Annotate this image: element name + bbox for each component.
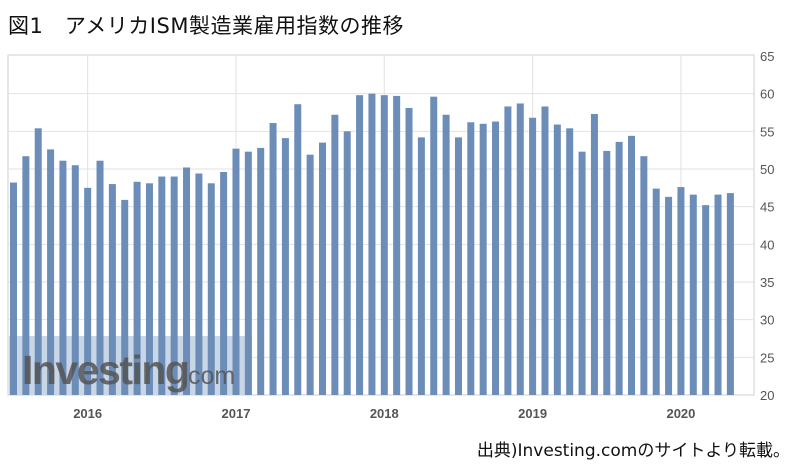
x-tick-label: 2018	[370, 406, 399, 421]
y-tick-label: 65	[760, 49, 774, 64]
bar	[47, 149, 55, 395]
bar	[232, 148, 240, 395]
bar	[380, 95, 388, 396]
bar	[368, 93, 376, 396]
y-tick-label: 35	[760, 275, 774, 290]
bar	[665, 196, 673, 395]
bar	[640, 156, 648, 395]
bar	[393, 95, 401, 396]
y-tick-label: 25	[760, 350, 774, 365]
x-tick-label: 2019	[518, 406, 547, 421]
y-tick-label: 55	[760, 124, 774, 139]
bar	[331, 114, 339, 395]
bar	[356, 95, 364, 396]
bar	[220, 172, 228, 395]
bar	[492, 121, 500, 395]
bar	[628, 135, 635, 395]
bar	[726, 193, 734, 395]
bar	[71, 165, 79, 395]
bar	[702, 205, 710, 395]
bar	[714, 194, 722, 395]
source-note: 出典)Investing.comのサイトより転載。	[476, 441, 790, 461]
bar	[689, 194, 697, 395]
y-tick-label: 30	[760, 313, 774, 328]
bar	[170, 176, 178, 395]
watermark-brand: Investing	[22, 347, 188, 393]
bar	[417, 137, 425, 396]
bar	[207, 183, 215, 395]
bar	[294, 104, 302, 396]
bar	[183, 167, 191, 395]
bar	[121, 199, 129, 395]
x-axis-ticks: 2016 2017 2018 2019 2020	[73, 406, 695, 421]
bar	[22, 156, 30, 395]
y-tick-label: 50	[760, 162, 774, 177]
bar	[529, 117, 537, 396]
bar	[603, 150, 611, 395]
bar	[479, 123, 487, 396]
bar	[405, 107, 413, 395]
y-tick-label: 45	[760, 200, 774, 215]
bar	[578, 151, 586, 395]
bar	[343, 131, 351, 395]
bar	[319, 142, 326, 395]
bar	[257, 147, 265, 395]
bar	[430, 96, 438, 396]
bar	[145, 183, 153, 395]
x-tick-label: 2017	[222, 406, 251, 421]
bar	[504, 106, 512, 395]
bar	[553, 124, 561, 396]
bar	[516, 103, 524, 396]
bar	[195, 173, 203, 395]
bar-series	[10, 93, 734, 396]
bar	[281, 138, 289, 396]
y-tick-label: 20	[760, 388, 774, 403]
bar	[108, 184, 116, 395]
bar	[454, 137, 462, 396]
bar	[244, 151, 252, 395]
bar	[615, 141, 623, 395]
bar	[566, 128, 574, 395]
figure-title: 図1 アメリカISM製造業雇用指数の推移	[8, 14, 404, 38]
watermark-suffix: .com	[181, 362, 235, 390]
bar	[306, 154, 314, 395]
bar	[10, 182, 17, 395]
bar	[133, 181, 141, 395]
bar	[541, 106, 549, 395]
bar	[677, 187, 685, 395]
y-tick-label: 60	[760, 87, 774, 102]
bar	[442, 114, 450, 395]
bar	[269, 123, 277, 396]
y-axis-ticks: 20 25 30 35 40 45 50 55 60 65	[760, 49, 774, 403]
bar	[467, 122, 475, 395]
bar	[59, 160, 67, 395]
investing-watermark-logo: Investing .com	[22, 347, 235, 393]
bar	[96, 160, 104, 395]
x-tick-label: 2020	[666, 406, 695, 421]
bar	[34, 128, 42, 395]
bar	[590, 114, 598, 395]
bar	[84, 187, 92, 395]
x-tick-label: 2016	[73, 406, 102, 421]
y-tick-label: 40	[760, 237, 774, 252]
bar	[652, 188, 660, 395]
bar	[158, 176, 166, 395]
